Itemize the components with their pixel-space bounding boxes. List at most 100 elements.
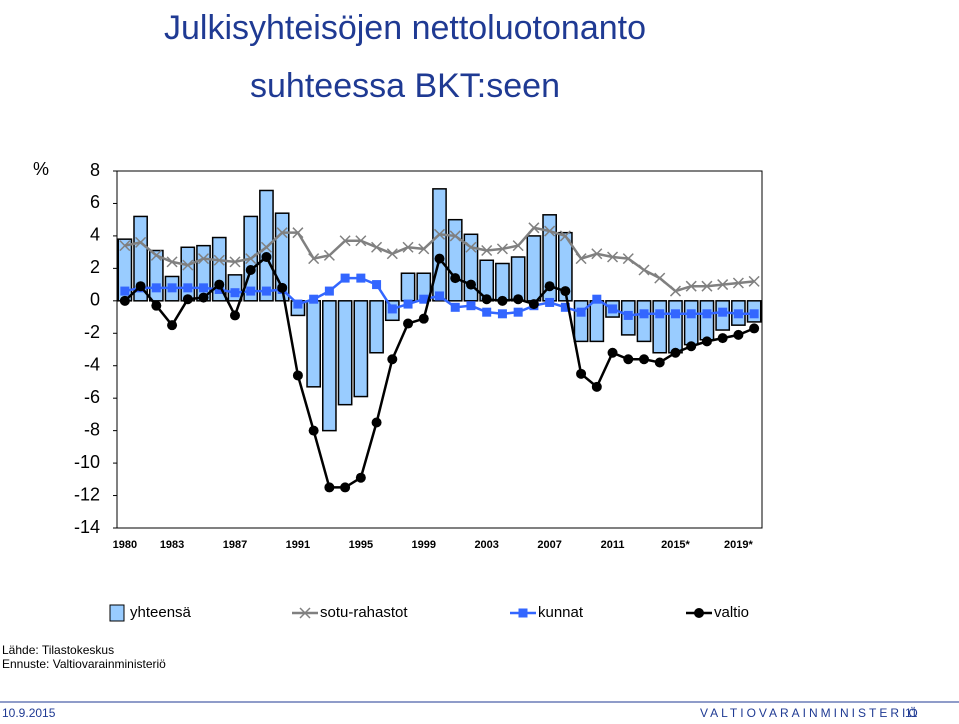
point	[560, 286, 571, 297]
y-tick-label: -6	[84, 387, 100, 407]
plot-frame	[116, 170, 763, 529]
point	[701, 280, 713, 292]
point	[607, 347, 618, 358]
point	[639, 354, 650, 365]
point	[623, 310, 633, 320]
bar	[683, 300, 699, 346]
point	[324, 286, 334, 296]
source: Lähde: Tilastokeskus	[2, 643, 114, 657]
point	[749, 309, 759, 319]
point	[749, 323, 760, 334]
point	[449, 230, 461, 242]
bar	[400, 272, 416, 302]
y-tick-label: 8	[90, 160, 100, 180]
point	[576, 368, 587, 379]
point	[229, 256, 241, 268]
point	[371, 241, 383, 253]
point	[260, 241, 272, 253]
point	[229, 310, 240, 321]
point	[482, 307, 492, 317]
point	[198, 292, 209, 303]
x-tick-label: 1983	[160, 539, 184, 551]
y-axis-label: %	[33, 159, 49, 179]
point	[512, 240, 524, 252]
point	[167, 320, 178, 331]
point	[497, 295, 508, 306]
point	[450, 273, 461, 284]
point	[450, 302, 460, 312]
point	[686, 309, 696, 319]
y-tick-label: -8	[84, 419, 100, 439]
point	[670, 347, 681, 358]
point	[308, 425, 319, 436]
point	[694, 608, 704, 618]
point	[230, 288, 240, 298]
point	[261, 286, 271, 296]
point	[639, 309, 649, 319]
point	[608, 304, 618, 314]
bar	[652, 300, 668, 354]
point	[276, 227, 288, 239]
point	[135, 281, 146, 292]
x-tick-label: 1999	[412, 539, 436, 551]
point	[701, 336, 712, 347]
point	[213, 254, 225, 266]
point	[387, 304, 397, 314]
point	[748, 275, 760, 287]
point	[560, 302, 570, 312]
point	[528, 299, 539, 310]
point	[481, 294, 492, 305]
point	[718, 307, 728, 317]
point	[513, 294, 524, 305]
point	[638, 264, 650, 276]
point	[607, 251, 619, 263]
point	[245, 253, 257, 265]
point	[340, 273, 350, 283]
point	[685, 280, 697, 292]
point	[623, 354, 634, 365]
point	[575, 253, 587, 265]
bar	[557, 231, 573, 302]
point	[622, 253, 634, 265]
point	[403, 299, 413, 309]
y-tick-label: -4	[84, 354, 100, 374]
point	[372, 280, 382, 290]
point	[135, 236, 147, 248]
point	[340, 482, 351, 493]
y-tick-label: 0	[90, 290, 100, 310]
point	[371, 417, 382, 428]
point	[435, 291, 444, 301]
point	[403, 318, 414, 329]
point	[576, 307, 586, 317]
bar	[133, 215, 148, 302]
point	[119, 295, 130, 306]
y-tick-label: 6	[90, 192, 100, 212]
point	[214, 279, 225, 290]
y-tick-label: 4	[90, 225, 100, 245]
point	[513, 307, 523, 317]
point	[591, 248, 603, 260]
point	[402, 241, 414, 253]
x-tick-label: 1980	[113, 539, 137, 551]
point	[324, 482, 335, 493]
point	[733, 309, 743, 319]
footer-page: 11	[905, 706, 918, 720]
point	[465, 279, 476, 290]
bar	[337, 300, 353, 406]
point	[496, 243, 508, 255]
x-tick-label: 1995	[349, 539, 373, 551]
point	[386, 248, 398, 260]
point	[355, 472, 366, 483]
point	[717, 333, 728, 344]
x-tick-label: 2015*	[661, 539, 690, 551]
point	[246, 286, 256, 296]
point	[591, 381, 602, 392]
point	[592, 294, 602, 304]
point	[261, 252, 272, 263]
point	[277, 282, 288, 293]
point	[120, 286, 130, 296]
point	[292, 370, 303, 381]
point	[528, 222, 540, 234]
point	[387, 354, 398, 365]
